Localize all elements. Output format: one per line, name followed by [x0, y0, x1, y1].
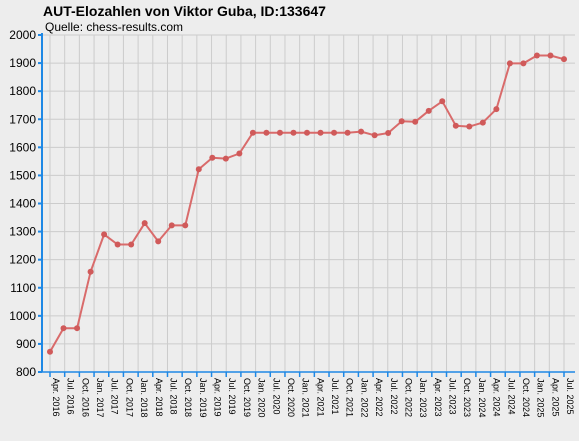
- data-point: [412, 118, 419, 125]
- x-tick-label: Jul. 2023: [448, 378, 458, 415]
- y-tick-label: 1300: [9, 225, 36, 239]
- y-tick-label: 1600: [9, 140, 36, 154]
- x-tick-label: Jan. 2018: [139, 378, 149, 418]
- data-point: [209, 154, 216, 161]
- data-point: [479, 119, 486, 126]
- axes: [38, 33, 575, 377]
- x-tick-label: Oct. 2018: [183, 378, 193, 417]
- x-tick-label: Apr. 2022: [374, 378, 384, 417]
- data-point: [506, 60, 513, 67]
- x-tick-label: Oct. 2023: [462, 378, 472, 417]
- data-point: [222, 155, 229, 162]
- data-point: [385, 130, 392, 137]
- data-point: [452, 122, 459, 129]
- data-point: [493, 106, 500, 113]
- y-tick-label: 800: [16, 365, 36, 379]
- x-tick-label: Oct. 2020: [286, 378, 296, 417]
- x-tick-label: Apr. 2023: [433, 378, 443, 417]
- x-tick-label: Jan. 2025: [536, 378, 546, 418]
- x-tick-label: Jul. 2021: [330, 378, 340, 415]
- data-point: [236, 150, 243, 157]
- data-point: [317, 129, 324, 136]
- data-point: [87, 268, 94, 275]
- x-tick-label: Jul. 2016: [66, 378, 76, 415]
- x-tick-labels: Apr. 2016 Jul. 2016 Oct. 2016 Jan. 2017 Jul.…: [51, 378, 575, 418]
- data-point: [276, 129, 283, 136]
- x-tick-label: Jan. 2021: [301, 378, 311, 418]
- x-tick-label: Oct. 2019: [242, 378, 252, 417]
- x-tick-label: Jul. 2020: [271, 378, 281, 415]
- x-tick-label: Apr. 2021: [315, 378, 325, 417]
- x-tick-label: Jul. 2017: [110, 378, 120, 415]
- x-tick-label: Apr. 2024: [492, 378, 502, 417]
- x-tick-label: Apr. 2025: [550, 378, 560, 417]
- y-tick-labels: 800 900 1000 1100 1200 1300 1400 1500 1600 1700 18…: [9, 28, 36, 379]
- data-point: [344, 129, 351, 136]
- grid: [42, 34, 575, 373]
- data-point: [47, 348, 53, 355]
- data-point: [128, 241, 135, 248]
- x-tick-label: Jan. 2020: [257, 378, 267, 418]
- y-tick-label: 1800: [9, 84, 36, 98]
- x-tick-label: Jul. 2024: [506, 378, 516, 415]
- y-tick-label: 1100: [10, 281, 36, 295]
- data-point: [155, 238, 162, 245]
- data-point: [249, 129, 256, 136]
- data-point: [141, 220, 148, 227]
- y-tick-label: 900: [16, 337, 36, 351]
- x-tick-label: Apr. 2018: [154, 378, 164, 417]
- x-tick-label: Oct. 2017: [124, 378, 134, 417]
- x-tick-label: Jul. 2019: [227, 378, 237, 415]
- x-tick-label: Jan. 2024: [477, 378, 487, 418]
- x-tick-label: Jan. 2022: [359, 378, 369, 418]
- data-point: [331, 129, 338, 136]
- x-tick-label: Jan. 2023: [418, 378, 428, 418]
- x-tick-label: Apr. 2019: [213, 378, 223, 417]
- series: [47, 52, 567, 355]
- data-point: [425, 107, 432, 114]
- x-tick-label: Jul. 2022: [389, 378, 399, 415]
- y-tick-label: 1000: [9, 309, 36, 323]
- data-point: [114, 241, 121, 248]
- x-tick-label: Jul. 2025: [565, 378, 575, 415]
- data-point: [358, 128, 365, 135]
- x-tick-label: Oct. 2022: [403, 378, 413, 417]
- data-point: [101, 231, 108, 238]
- data-point: [439, 98, 446, 105]
- data-point: [263, 129, 270, 136]
- chart-subtitle: Quelle: chess-results.com: [45, 20, 184, 34]
- data-point: [371, 132, 378, 139]
- data-point: [466, 123, 473, 130]
- y-tick-label: 1900: [9, 56, 36, 70]
- x-tick-label: Oct. 2024: [521, 378, 531, 417]
- data-point: [182, 222, 189, 229]
- x-tick-label: Jul. 2018: [168, 378, 178, 415]
- data-point: [60, 325, 67, 332]
- chart-title: AUT-Elozahlen von Viktor Guba, ID:133647: [43, 3, 326, 19]
- x-tick-label: Oct. 2021: [345, 378, 355, 417]
- y-tick-label: 1400: [9, 197, 36, 211]
- data-point: [561, 56, 567, 63]
- y-tick-label: 1500: [9, 168, 36, 182]
- y-tick-label: 1700: [9, 112, 36, 126]
- data-point: [168, 222, 175, 229]
- data-point: [290, 129, 297, 136]
- data-point: [304, 129, 310, 136]
- data-point: [195, 166, 202, 173]
- data-point: [520, 60, 527, 67]
- data-point: [533, 52, 540, 59]
- data-point: [398, 118, 405, 125]
- x-tick-label: Jan. 2017: [95, 378, 105, 418]
- y-tick-label: 1200: [9, 253, 36, 267]
- y-tick-label: 2000: [9, 28, 36, 42]
- data-point: [547, 52, 554, 59]
- x-tick-label: Apr. 2016: [51, 378, 61, 417]
- x-tick-label: Jan. 2019: [198, 378, 208, 418]
- x-tick-label: Oct. 2016: [80, 378, 90, 417]
- data-point: [74, 325, 81, 332]
